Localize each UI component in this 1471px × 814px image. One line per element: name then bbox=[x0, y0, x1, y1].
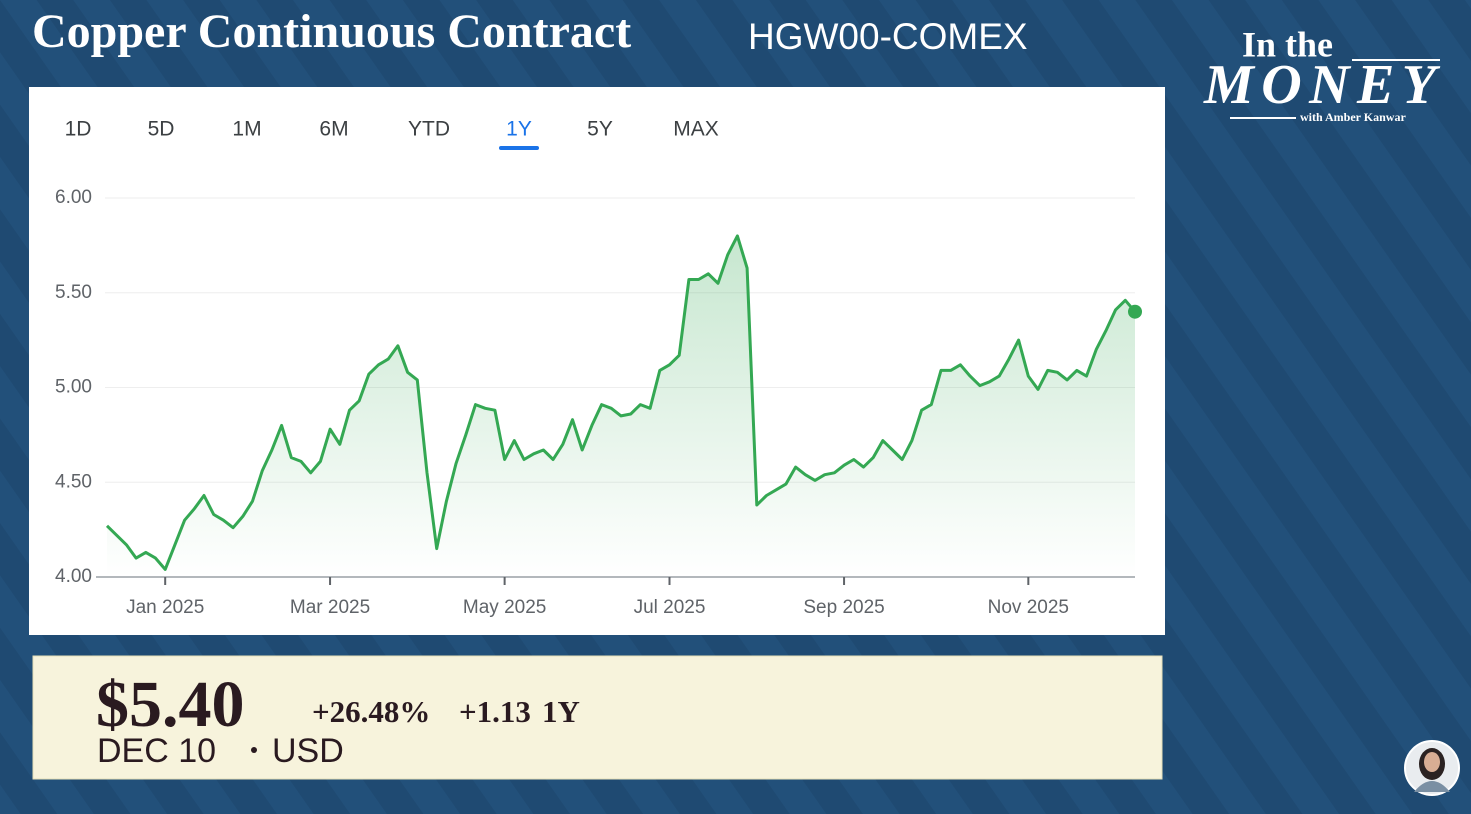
price: $5.40 bbox=[96, 668, 245, 741]
logo-line2: MONEY bbox=[1203, 54, 1441, 116]
quote-box bbox=[32, 655, 1163, 780]
x-tick-label: Nov 2025 bbox=[988, 597, 1069, 618]
range-underline bbox=[499, 146, 539, 150]
range-button[interactable]: 6M bbox=[319, 118, 348, 141]
range-button[interactable]: 1Y bbox=[506, 118, 532, 141]
range-button[interactable]: 5Y bbox=[587, 118, 613, 141]
x-tick-label: Sep 2025 bbox=[803, 597, 884, 618]
y-tick-label: 4.50 bbox=[55, 471, 92, 492]
x-tick-label: May 2025 bbox=[463, 597, 546, 618]
date: DEC 10 bbox=[97, 732, 216, 770]
y-tick-label: 5.50 bbox=[55, 282, 92, 303]
range-selector: 1D 5D 1M 6M YTD 1Y 5Y MAX bbox=[65, 118, 719, 150]
logo-line3: with Amber Kanwar bbox=[1300, 110, 1406, 124]
logo: In the MONEY with Amber Kanwar bbox=[1203, 24, 1441, 123]
last-point bbox=[1128, 304, 1142, 319]
x-tick-label: Jan 2025 bbox=[126, 597, 204, 618]
range-button[interactable]: 5D bbox=[148, 118, 175, 141]
avatar bbox=[1404, 740, 1460, 796]
y-tick-label: 5.00 bbox=[55, 377, 92, 398]
period: 1Y bbox=[542, 694, 580, 729]
range-button[interactable]: MAX bbox=[673, 118, 719, 141]
logo-line1: In the bbox=[1242, 24, 1333, 64]
plot: 4.00 4.50 5.00 5.50 6.00 Jan 2025 Mar 2025 May … bbox=[55, 187, 1142, 618]
ticker: HGW00-COMEX bbox=[748, 16, 1028, 57]
y-tick-label: 4.00 bbox=[55, 566, 92, 587]
separator bbox=[251, 747, 257, 753]
x-tick-label: Mar 2025 bbox=[290, 597, 370, 618]
range-button[interactable]: YTD bbox=[408, 118, 450, 141]
range-button[interactable]: 1M bbox=[232, 118, 261, 141]
currency: USD bbox=[272, 732, 344, 770]
x-tick-label: Jul 2025 bbox=[634, 597, 706, 618]
line bbox=[105, 234, 1137, 571]
area bbox=[107, 235, 1135, 577]
y-tick-label: 6.00 bbox=[55, 187, 92, 208]
range-button[interactable]: 1D bbox=[65, 118, 92, 141]
change: +1.13 bbox=[459, 694, 531, 729]
change-pct: +26.48% bbox=[312, 694, 430, 729]
title: Copper Continuous Contract bbox=[32, 5, 631, 58]
